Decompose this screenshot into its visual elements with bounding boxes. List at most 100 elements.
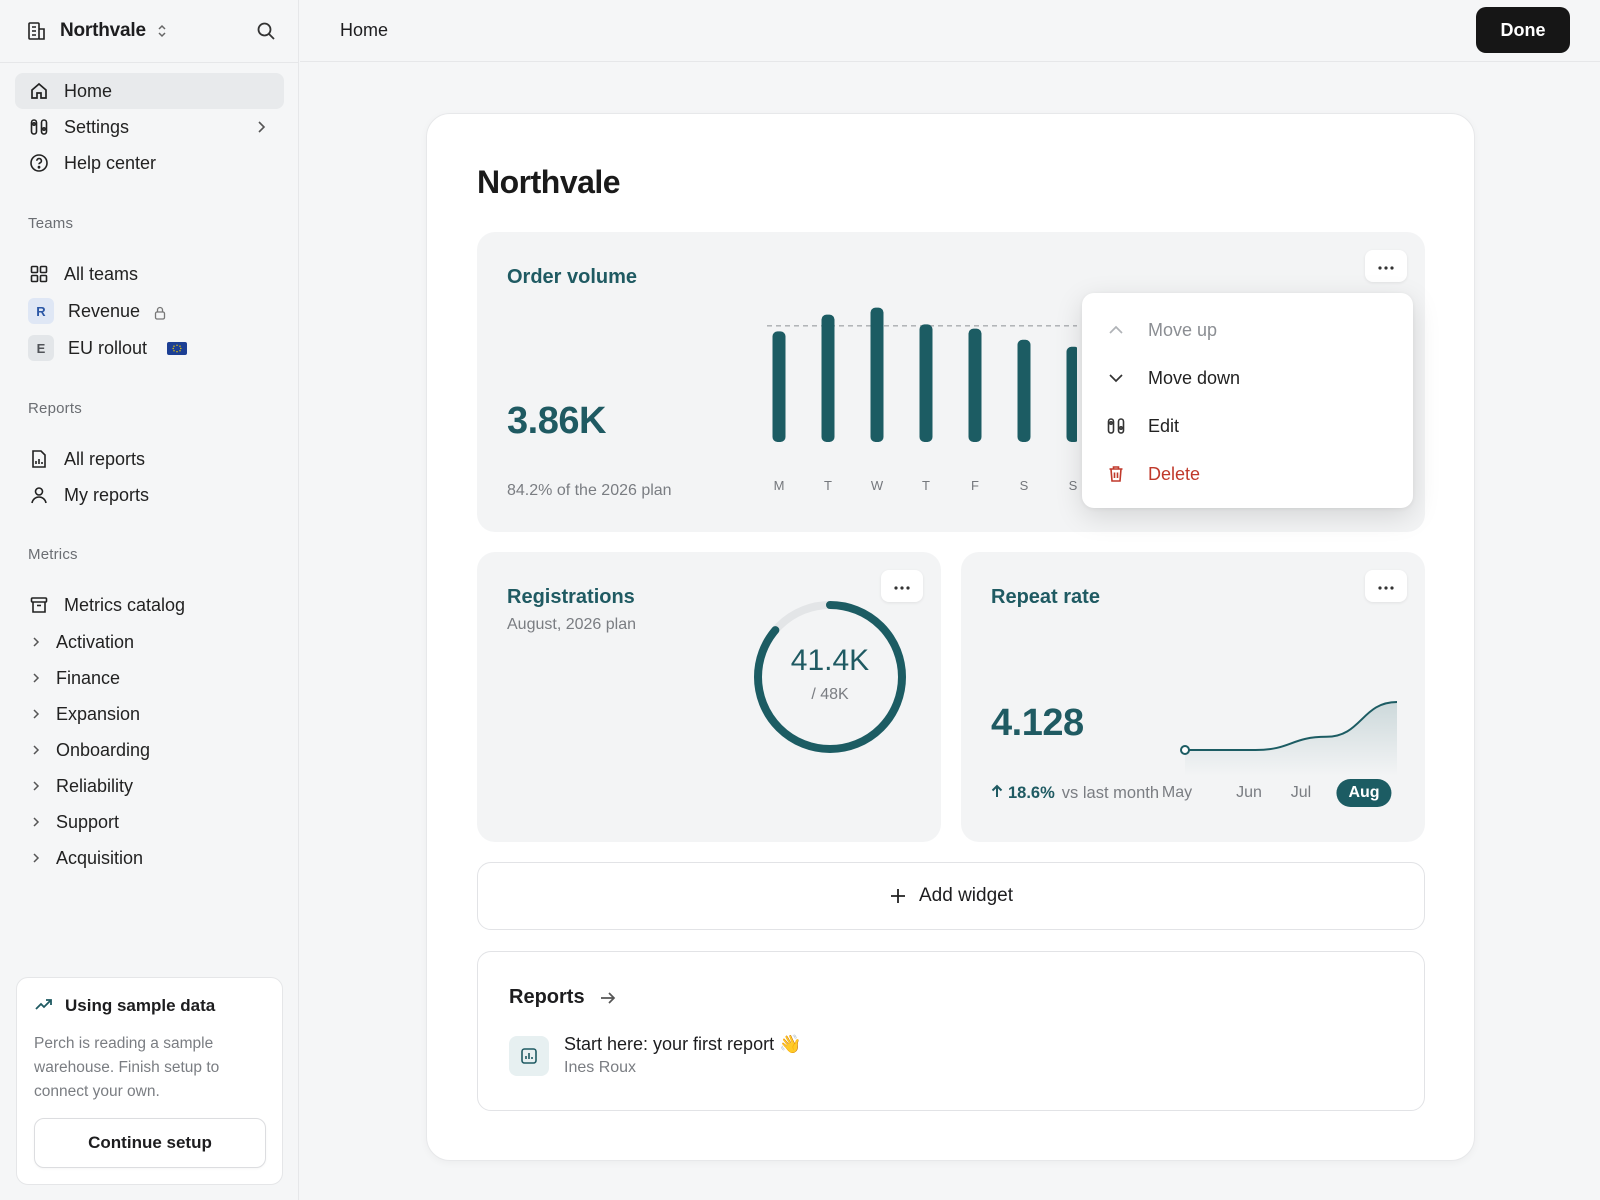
reports-section: Reports Start here: your first report 👋 … [477, 951, 1425, 1111]
add-widget-button[interactable]: Add widget [477, 862, 1425, 930]
bar [1017, 339, 1031, 442]
metric-group-activation[interactable]: Activation [28, 626, 134, 658]
add-widget-label: Add widget [918, 885, 1013, 906]
more-options-button[interactable] [881, 570, 923, 602]
month-option[interactable]: Aug [1336, 779, 1392, 807]
nav-help-center[interactable]: Help center [15, 145, 284, 181]
month-option[interactable]: May [1161, 784, 1193, 801]
report-item-author: Ines Roux [564, 1059, 637, 1076]
building-icon [26, 20, 48, 42]
divider [0, 62, 299, 63]
sample-data-text: Perch is reading a sample warehouse. Fin… [34, 1035, 220, 1100]
bar [1066, 346, 1077, 442]
team-label: Revenue [68, 300, 141, 321]
widget-options-menu: Move up Move down Edit Delete [1082, 293, 1413, 508]
bar-label: T [922, 478, 930, 493]
metric-group-label: Onboarding [56, 739, 151, 760]
metric-group-finance[interactable]: Finance [28, 662, 120, 694]
menu-edit-label: Edit [1148, 415, 1180, 436]
bar-label: F [971, 478, 979, 493]
metric-group-expansion[interactable]: Expansion [28, 698, 140, 730]
nav-home[interactable]: Home [15, 73, 284, 109]
continue-setup-button[interactable]: Continue setup [34, 1118, 266, 1168]
home-icon [28, 80, 50, 102]
bar-label: T [824, 478, 832, 493]
repeat-rate-title: Repeat rate [991, 586, 1100, 608]
bar-label: M [773, 478, 785, 493]
registrations-subtitle: August, 2026 plan [507, 616, 636, 633]
plus-icon [889, 887, 907, 905]
menu-move-down[interactable]: Move down [1082, 356, 1413, 400]
menu-delete[interactable]: Delete [1082, 452, 1413, 496]
nav-home-label: Home [64, 80, 113, 101]
registrations-gauge: 41.4K / 48K [751, 598, 909, 756]
nav-metrics-catalog[interactable]: Metrics catalog [15, 587, 284, 623]
ellipsis-icon [1377, 257, 1395, 275]
trash-icon [1106, 464, 1126, 484]
metric-group-label: Reliability [56, 775, 134, 796]
nav-settings-label: Settings [64, 116, 130, 137]
ellipsis-icon [1377, 577, 1395, 595]
bar-label: W [870, 478, 884, 493]
order-volume-bar-chart [767, 307, 1077, 442]
nav-all-teams[interactable]: All teams [15, 256, 284, 292]
month-option[interactable]: Jun [1236, 784, 1262, 801]
search-icon[interactable] [254, 19, 278, 43]
workspace-name: Northvale [60, 20, 146, 41]
topbar: Home Done [300, 0, 1600, 62]
user-icon [28, 484, 50, 506]
done-button[interactable]: Done [1476, 7, 1570, 53]
gauge-progress [754, 601, 906, 753]
nav-my-reports[interactable]: My reports [15, 477, 284, 513]
reports-heading: Reports [28, 400, 82, 417]
page-title: Northvale [477, 164, 621, 200]
more-options-button[interactable] [1365, 570, 1407, 602]
repeat-rate-value: 4.128 [991, 702, 1084, 744]
metric-group-label: Activation [56, 631, 135, 652]
sample-data-title: Using sample data [65, 996, 216, 1015]
chevron-up-down-icon [156, 23, 168, 39]
bar-label: S [1068, 478, 1078, 493]
bar-label: S [1019, 478, 1029, 493]
order-volume-title: Order volume [507, 266, 638, 288]
registrations-title: Registrations [507, 586, 635, 608]
gauge-target: / 48K [811, 686, 849, 703]
chevron-right-icon [28, 814, 44, 830]
nav-all-reports-label: All reports [64, 448, 146, 469]
sidebar: Northvale Home Settings Help center Team… [0, 0, 299, 1200]
menu-edit[interactable]: Edit [1082, 404, 1413, 448]
month-option[interactable]: Jul [1290, 784, 1312, 801]
dashboard-card: Northvale Order volume 3.86K 84.2% of th… [426, 113, 1475, 1161]
chevron-up-icon [1106, 320, 1126, 340]
report-chart-icon [509, 1036, 549, 1076]
nav-my-reports-label: My reports [64, 484, 150, 505]
report-file-icon [28, 448, 50, 470]
help-circle-icon [28, 152, 50, 174]
sample-data-card: Using sample data Perch is reading a sam… [16, 977, 283, 1185]
more-options-button[interactable] [1365, 250, 1407, 282]
metric-group-support[interactable]: Support [28, 806, 119, 838]
nav-settings[interactable]: Settings [15, 109, 284, 145]
reports-section-link[interactable]: Reports [509, 986, 617, 1009]
sliders-icon [1106, 416, 1126, 436]
month-selector: May Jun Jul Aug [1162, 779, 1407, 808]
line-series [1185, 701, 1398, 751]
team-avatar: R [28, 298, 54, 324]
metric-group-acquisition[interactable]: Acquisition [28, 842, 143, 874]
chevron-right-icon [28, 850, 44, 866]
bar [919, 324, 933, 442]
nav-all-reports[interactable]: All reports [15, 441, 284, 477]
metric-group-label: Expansion [56, 703, 141, 724]
workspace-switcher[interactable]: Northvale [14, 14, 284, 48]
menu-move-up[interactable]: Move up [1082, 308, 1413, 352]
metric-group-reliability[interactable]: Reliability [28, 770, 133, 802]
repeat-rate-widget: Repeat rate 4.128 18.6% vs last month Ma… [961, 552, 1425, 842]
archive-icon [28, 594, 50, 616]
chevron-right-icon [252, 118, 270, 136]
team-revenue[interactable]: R Revenue [15, 293, 284, 329]
metric-group-onboarding[interactable]: Onboarding [28, 734, 150, 766]
nav-metrics-catalog-label: Metrics catalog [64, 594, 186, 615]
report-item-title[interactable]: Start here: your first report 👋 [564, 1034, 802, 1054]
team-eu-rollout[interactable]: E EU rollout [15, 330, 284, 366]
